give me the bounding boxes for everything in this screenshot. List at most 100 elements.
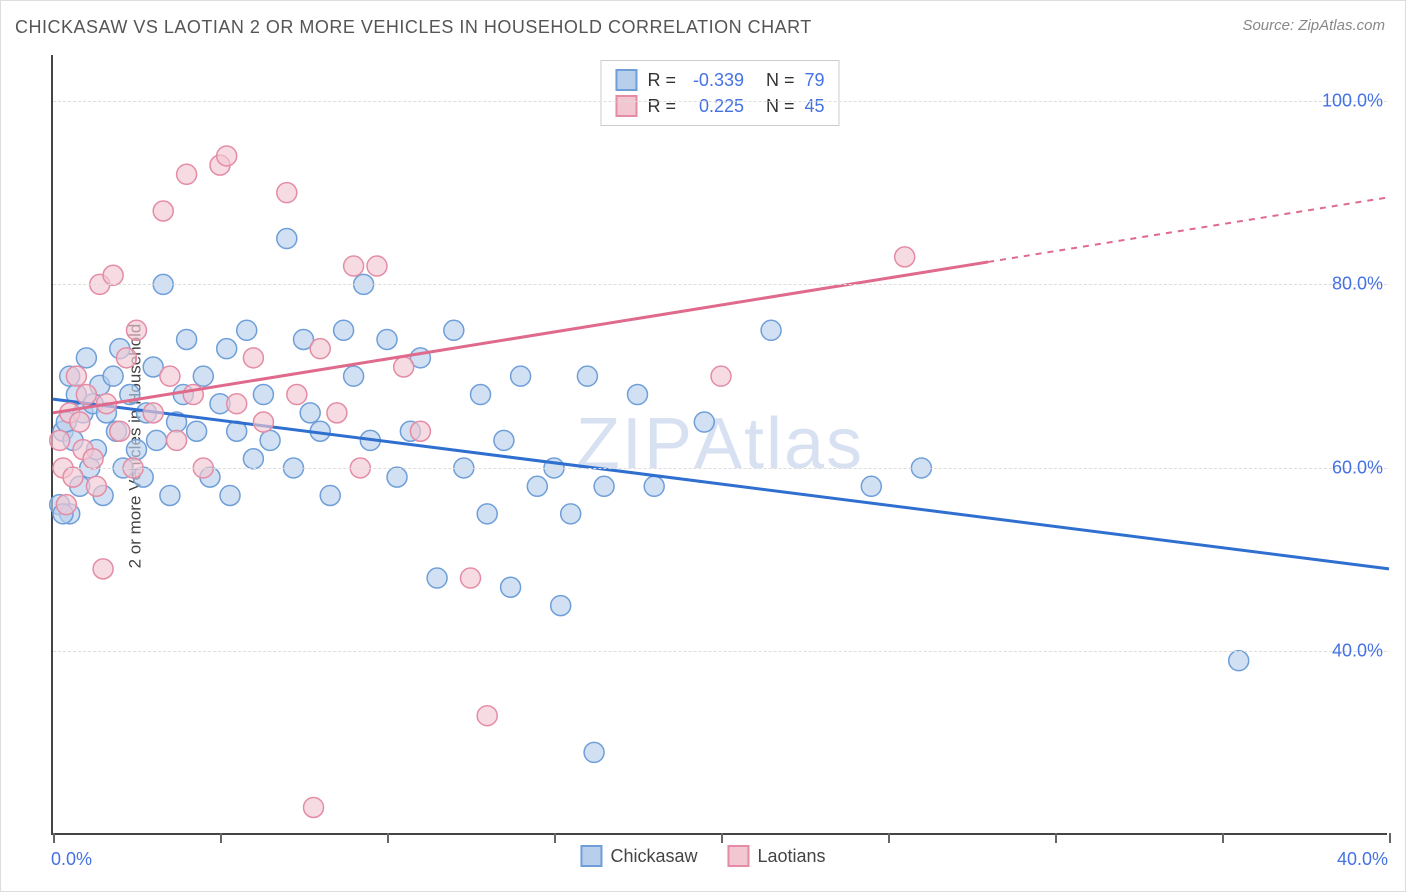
data-point [253, 412, 273, 432]
data-point [76, 348, 96, 368]
data-point [644, 476, 664, 496]
legend-swatch [727, 845, 749, 867]
data-point [147, 430, 167, 450]
data-point [344, 256, 364, 276]
data-point [253, 385, 273, 405]
x-tick-label: 40.0% [1337, 849, 1388, 870]
chart-container: CHICKASAW VS LAOTIAN 2 OR MORE VEHICLES … [0, 0, 1406, 892]
data-point [177, 164, 197, 184]
legend-n-label: N = [766, 93, 795, 119]
data-point [334, 320, 354, 340]
data-point [477, 504, 497, 524]
plot-area: ZIPAtlas R = -0.339N = 79R = 0.225N = 45 [51, 55, 1387, 835]
data-point [387, 467, 407, 487]
legend-r-label: R = [647, 67, 676, 93]
data-point [577, 366, 597, 386]
data-point [277, 229, 297, 249]
legend-swatch [580, 845, 602, 867]
x-tick [888, 833, 890, 843]
x-tick [1222, 833, 1224, 843]
data-point [193, 366, 213, 386]
legend-correlation-row: R = -0.339 N = 79 [615, 67, 824, 93]
data-point [217, 146, 237, 166]
data-point [628, 385, 648, 405]
data-point [110, 421, 130, 441]
y-tick-label: 100.0% [1322, 90, 1383, 111]
legend-r-label: R = [647, 93, 676, 119]
data-point [367, 256, 387, 276]
legend-series-label: Laotians [757, 846, 825, 867]
legend-swatch [615, 69, 637, 91]
legend-n-value: 45 [805, 93, 825, 119]
data-point [501, 577, 521, 597]
x-tick [721, 833, 723, 843]
x-tick [387, 833, 389, 843]
legend-series-item: Chickasaw [580, 845, 697, 867]
data-point [83, 449, 103, 469]
data-point [93, 559, 113, 579]
data-point [220, 485, 240, 505]
data-point [76, 385, 96, 405]
data-point [127, 440, 147, 460]
legend-correlation-row: R = 0.225 N = 45 [615, 93, 824, 119]
legend-r-value: 0.225 [686, 93, 744, 119]
data-point [70, 412, 90, 432]
data-point [167, 430, 187, 450]
x-tick [554, 833, 556, 843]
data-point [187, 421, 207, 441]
data-point [471, 385, 491, 405]
chart-title: CHICKASAW VS LAOTIAN 2 OR MORE VEHICLES … [15, 17, 812, 38]
x-tick [1055, 833, 1057, 843]
data-point [66, 366, 86, 386]
data-point [217, 339, 237, 359]
data-point [153, 201, 173, 221]
data-point [127, 320, 147, 340]
data-point [116, 348, 136, 368]
legend-series: Chickasaw Laotians [580, 845, 825, 867]
gridline [53, 284, 1387, 285]
data-point [260, 430, 280, 450]
data-point [561, 504, 581, 524]
data-point [243, 348, 263, 368]
x-tick-label: 0.0% [51, 849, 92, 870]
data-point [527, 476, 547, 496]
y-tick-label: 80.0% [1332, 274, 1383, 295]
data-point [327, 403, 347, 423]
gridline [53, 101, 1387, 102]
gridline [53, 651, 1387, 652]
data-point [711, 366, 731, 386]
data-point [394, 357, 414, 377]
legend-r-value: -0.339 [686, 67, 744, 93]
y-tick-label: 60.0% [1332, 457, 1383, 478]
data-point [103, 366, 123, 386]
data-point [56, 495, 76, 515]
data-point [551, 596, 571, 616]
chart-svg [53, 55, 1387, 833]
data-point [237, 320, 257, 340]
legend-n-value: 79 [805, 67, 825, 93]
gridline [53, 468, 1387, 469]
data-point [103, 265, 123, 285]
data-point [86, 476, 106, 496]
data-point [143, 403, 163, 423]
data-point [160, 366, 180, 386]
data-point [344, 366, 364, 386]
data-point [444, 320, 464, 340]
data-point [377, 329, 397, 349]
data-point [183, 385, 203, 405]
regression-line-extrapolated [988, 197, 1389, 262]
legend-n-label: N = [766, 67, 795, 93]
data-point [584, 742, 604, 762]
data-point [494, 430, 514, 450]
data-point [320, 485, 340, 505]
legend-series-item: Laotians [727, 845, 825, 867]
data-point [310, 339, 330, 359]
data-point [63, 467, 83, 487]
legend-series-label: Chickasaw [610, 846, 697, 867]
data-point [427, 568, 447, 588]
data-point [160, 485, 180, 505]
data-point [477, 706, 497, 726]
data-point [594, 476, 614, 496]
data-point [227, 394, 247, 414]
data-point [300, 403, 320, 423]
